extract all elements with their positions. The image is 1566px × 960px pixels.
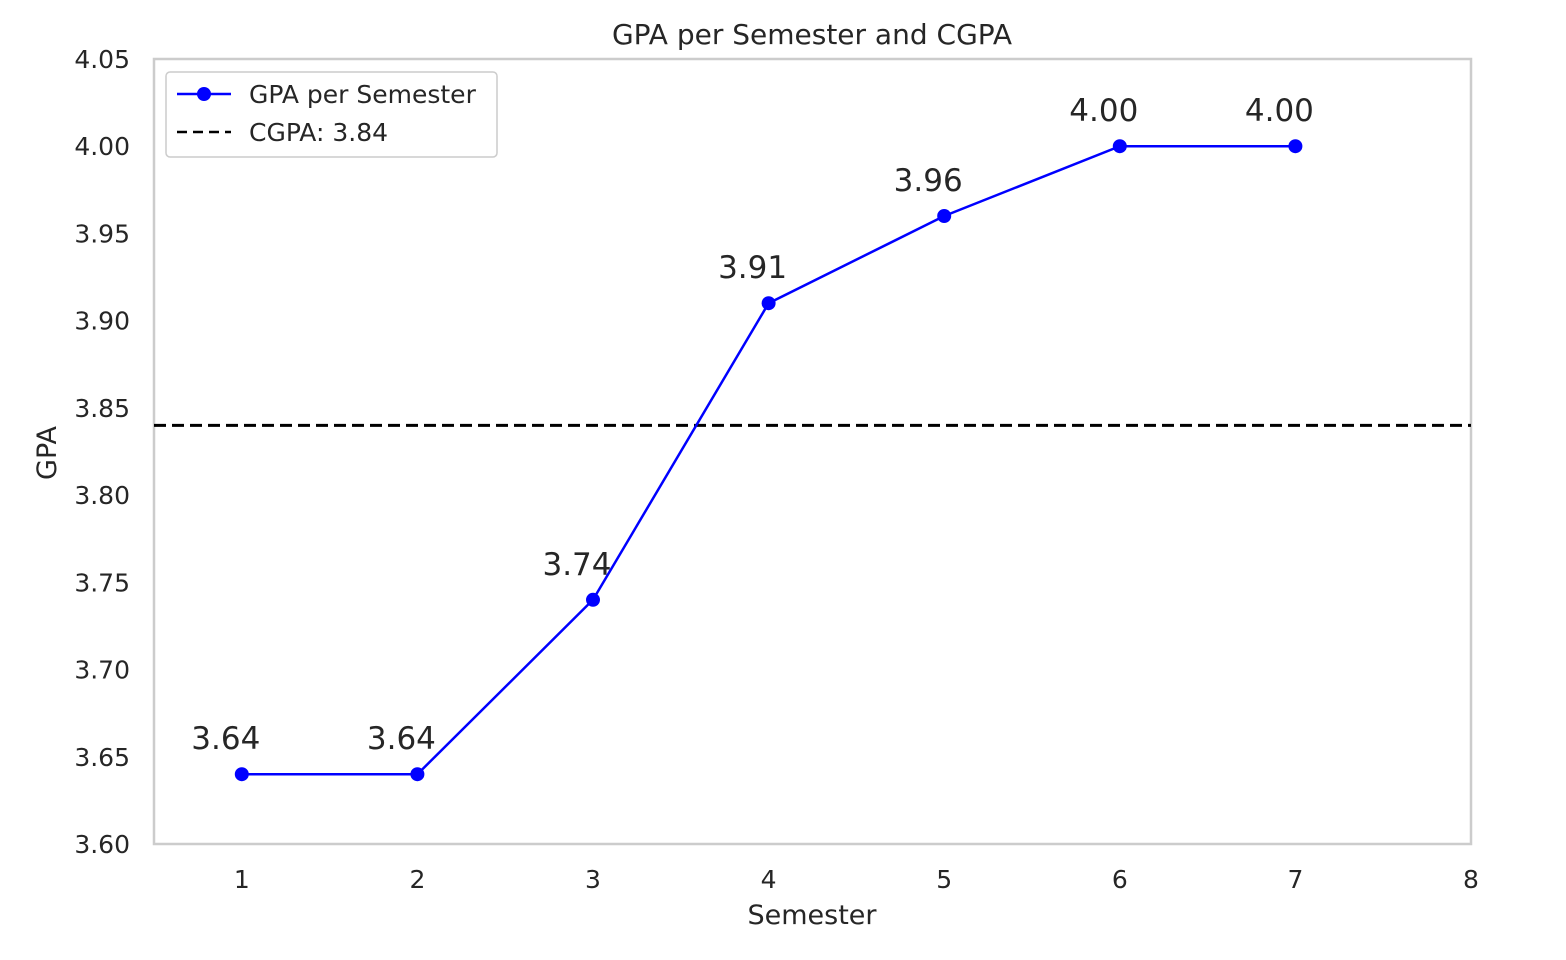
legend-series-marker-swatch: [197, 87, 211, 101]
x-tick-label: 1: [234, 865, 250, 894]
y-tick-label: 3.70: [74, 656, 130, 685]
x-tick-label: 2: [409, 865, 425, 894]
gpa-data-point: [410, 767, 425, 782]
y-tick-label: 3.95: [74, 219, 130, 248]
plot-area: [152, 57, 1473, 846]
legend-box: [165, 71, 498, 158]
y-tick-label: 3.75: [74, 568, 130, 597]
x-tick-label: 8: [1463, 865, 1479, 894]
gpa-data-label: 4.00: [1245, 93, 1314, 129]
y-tick-label: 4.05: [74, 45, 130, 74]
legend-cgpa-label: CGPA: 3.84: [249, 118, 388, 147]
y-tick-label: 3.85: [74, 394, 130, 423]
gpa-data-label: 3.96: [894, 163, 963, 199]
data-labels: 3.64 3.64 3.74 3.91 3.96 4.00 4.00: [191, 93, 1314, 757]
gpa-data-label: 3.91: [718, 250, 787, 286]
chart-title: GPA per Semester and CGPA: [612, 18, 1012, 51]
gpa-data-label: 3.64: [191, 721, 260, 757]
gpa-data-label: 3.64: [367, 721, 436, 757]
y-tick-label: 3.80: [74, 481, 130, 510]
legend-series-label: GPA per Semester: [249, 80, 477, 109]
series-group: [234, 139, 1303, 782]
gpa-data-point: [1288, 139, 1303, 154]
x-tick-label: 3: [585, 865, 601, 894]
y-axis: 3.60 3.65 3.70 3.75 3.80 3.85 3.90 3.95 4.00 4.05: [74, 45, 130, 859]
x-tick-label: 5: [936, 865, 952, 894]
gpa-data-point: [937, 209, 952, 223]
y-tick-label: 3.60: [74, 830, 130, 859]
x-tick-label: 7: [1287, 865, 1303, 894]
gpa-data-point: [586, 592, 600, 607]
gpa-data-label: 3.74: [542, 547, 611, 583]
x-axis: 1 2 3 4 5 6 7 8: [234, 865, 1479, 894]
x-tick-label: 4: [761, 865, 777, 894]
legend: GPA per Semester CGPA: 3.84: [165, 71, 498, 158]
y-tick-label: 3.65: [74, 743, 130, 772]
gpa-data-point: [1112, 139, 1127, 154]
y-tick-label: 4.00: [74, 132, 130, 161]
gpa-data-label: 4.00: [1069, 93, 1138, 129]
x-axis-label: Semester: [747, 900, 877, 931]
gpa-data-point: [234, 767, 249, 782]
gpa-data-point: [761, 296, 776, 311]
y-axis-label: GPA: [32, 425, 63, 479]
x-tick-label: 6: [1112, 865, 1128, 894]
y-tick-label: 3.90: [74, 307, 130, 336]
